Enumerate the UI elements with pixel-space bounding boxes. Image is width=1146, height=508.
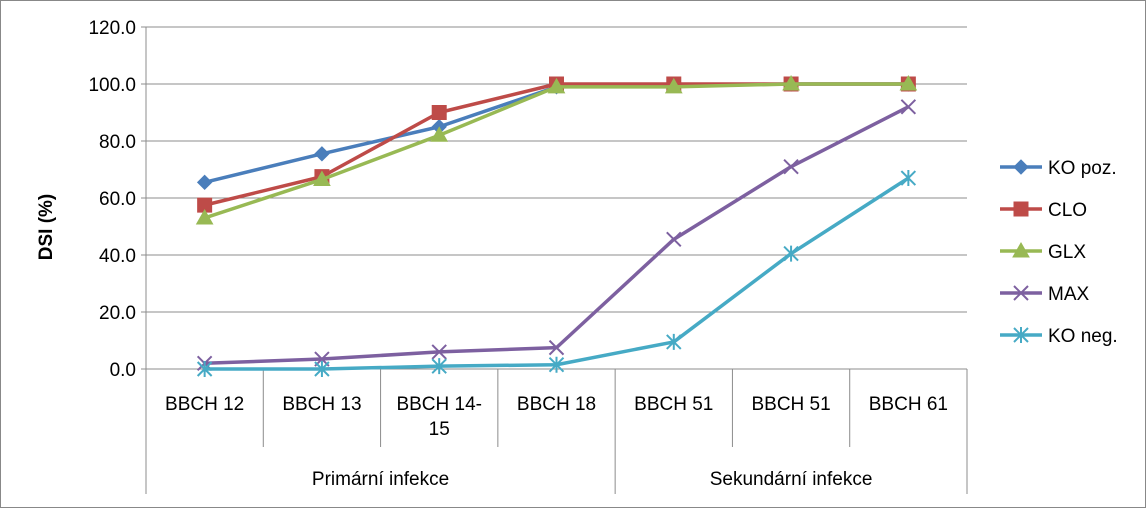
legend-marker — [1013, 285, 1029, 301]
legend-marker — [1013, 159, 1029, 175]
data-point — [664, 77, 683, 94]
data-point — [783, 158, 799, 175]
y-tick-label: 0.0 — [110, 360, 136, 381]
legend-marker — [1013, 327, 1029, 343]
y-tick-label: 80.0 — [99, 132, 136, 153]
data-point — [547, 77, 566, 94]
legend-item: MAX — [1000, 284, 1090, 305]
y-tick-label: 100.0 — [88, 75, 136, 96]
data-point — [196, 174, 213, 191]
y-tick-label: 60.0 — [99, 189, 136, 210]
legend-label: KO poz. — [1048, 158, 1117, 179]
legend-item: KO neg. — [1000, 326, 1118, 347]
legend-marker — [1012, 241, 1030, 258]
y-tick-label: 40.0 — [99, 246, 136, 267]
legend-label: CLO — [1048, 200, 1087, 221]
legend: KO poz. CLO GLX MAX KO neg. — [1000, 158, 1118, 347]
x-tick-label: BBCH 18 — [517, 394, 596, 415]
legend-label: KO neg. — [1048, 326, 1118, 347]
data-point — [899, 74, 918, 91]
data-point — [314, 146, 330, 162]
data-point — [431, 344, 447, 360]
x-tick-label: BBCH 51 — [751, 394, 830, 415]
legend-marker — [1013, 201, 1029, 217]
data-point — [196, 361, 213, 377]
y-axis-label: DSI (%) — [36, 194, 57, 261]
legend-item: CLO — [1000, 200, 1087, 221]
data-point — [783, 245, 799, 262]
data-point — [431, 358, 447, 375]
x-tick-label: BBCH 51 — [634, 394, 713, 415]
data-point — [313, 170, 331, 186]
series-line — [204, 176, 910, 371]
series-layer — [195, 74, 918, 377]
series-ko-neg — [196, 170, 917, 377]
x-tick-label: BBCH 61 — [869, 394, 948, 415]
legend-label: MAX — [1048, 284, 1090, 305]
y-tick-label: 120.0 — [88, 18, 136, 39]
x-tick-label: BBCH 13 — [282, 394, 361, 415]
gridlines — [146, 26, 967, 313]
series-clo — [197, 76, 916, 213]
legend-item: KO poz. — [1000, 158, 1117, 179]
data-point — [431, 105, 447, 120]
series-max — [196, 99, 917, 372]
series-line — [204, 82, 909, 185]
y-tick-label: 20.0 — [99, 303, 136, 324]
data-point — [548, 356, 565, 373]
x-tick-label: BBCH 12 — [165, 394, 244, 415]
data-point — [195, 208, 214, 225]
series-ko-poz — [196, 76, 917, 191]
data-point — [548, 339, 565, 356]
series-glx — [195, 74, 918, 225]
series-line — [204, 82, 909, 207]
series-line — [204, 105, 910, 366]
data-point — [314, 361, 330, 377]
data-point — [900, 99, 917, 115]
x-tick-label: BBCH 14-15 — [396, 394, 482, 440]
group-label: Primární infekce — [312, 469, 449, 490]
legend-item: GLX — [1000, 241, 1086, 263]
group-label: Sekundární infekce — [710, 469, 873, 490]
data-point — [666, 231, 682, 248]
data-point — [430, 126, 449, 142]
legend-label: GLX — [1048, 242, 1086, 263]
data-point — [782, 74, 800, 91]
data-point — [666, 333, 682, 350]
data-point — [900, 170, 917, 187]
